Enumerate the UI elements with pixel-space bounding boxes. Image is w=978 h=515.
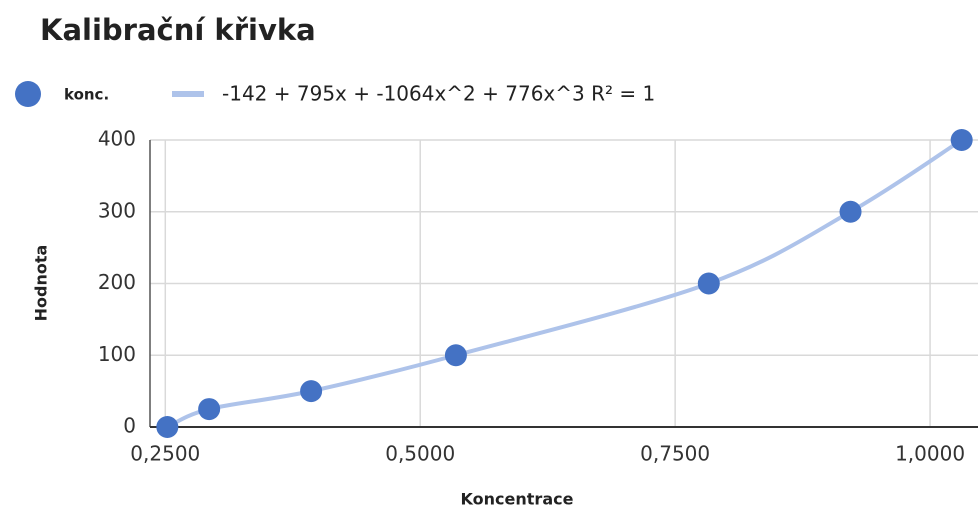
x-tick-label: 0,7500 [640,442,710,466]
data-point [697,272,720,295]
y-tick-label: 300 [98,198,136,222]
y-tick-label: 100 [98,342,136,366]
y-tick-label: 0 [123,414,136,438]
x-axis-title: Koncentrace [461,490,574,509]
x-tick-label: 0,5000 [385,442,455,466]
data-point [198,398,221,421]
legend-label: konc. [64,86,109,104]
chart-title: Kalibrační křivka [40,13,316,47]
legend-label: -142 + 795x + -1064x^2 + 776x^3 R² = 1 [222,82,655,106]
y-axis-title: Hodnota [32,245,51,322]
x-tick-label: 1,0000 [895,442,965,466]
data-point [156,416,179,438]
data-point [950,129,973,151]
legend-marker [15,81,41,107]
y-tick-label: 200 [98,270,136,294]
data-point [444,344,467,367]
data-point [839,200,862,223]
data-point [300,380,323,403]
x-tick-label: 0,2500 [130,442,200,466]
y-tick-label: 400 [98,127,136,151]
